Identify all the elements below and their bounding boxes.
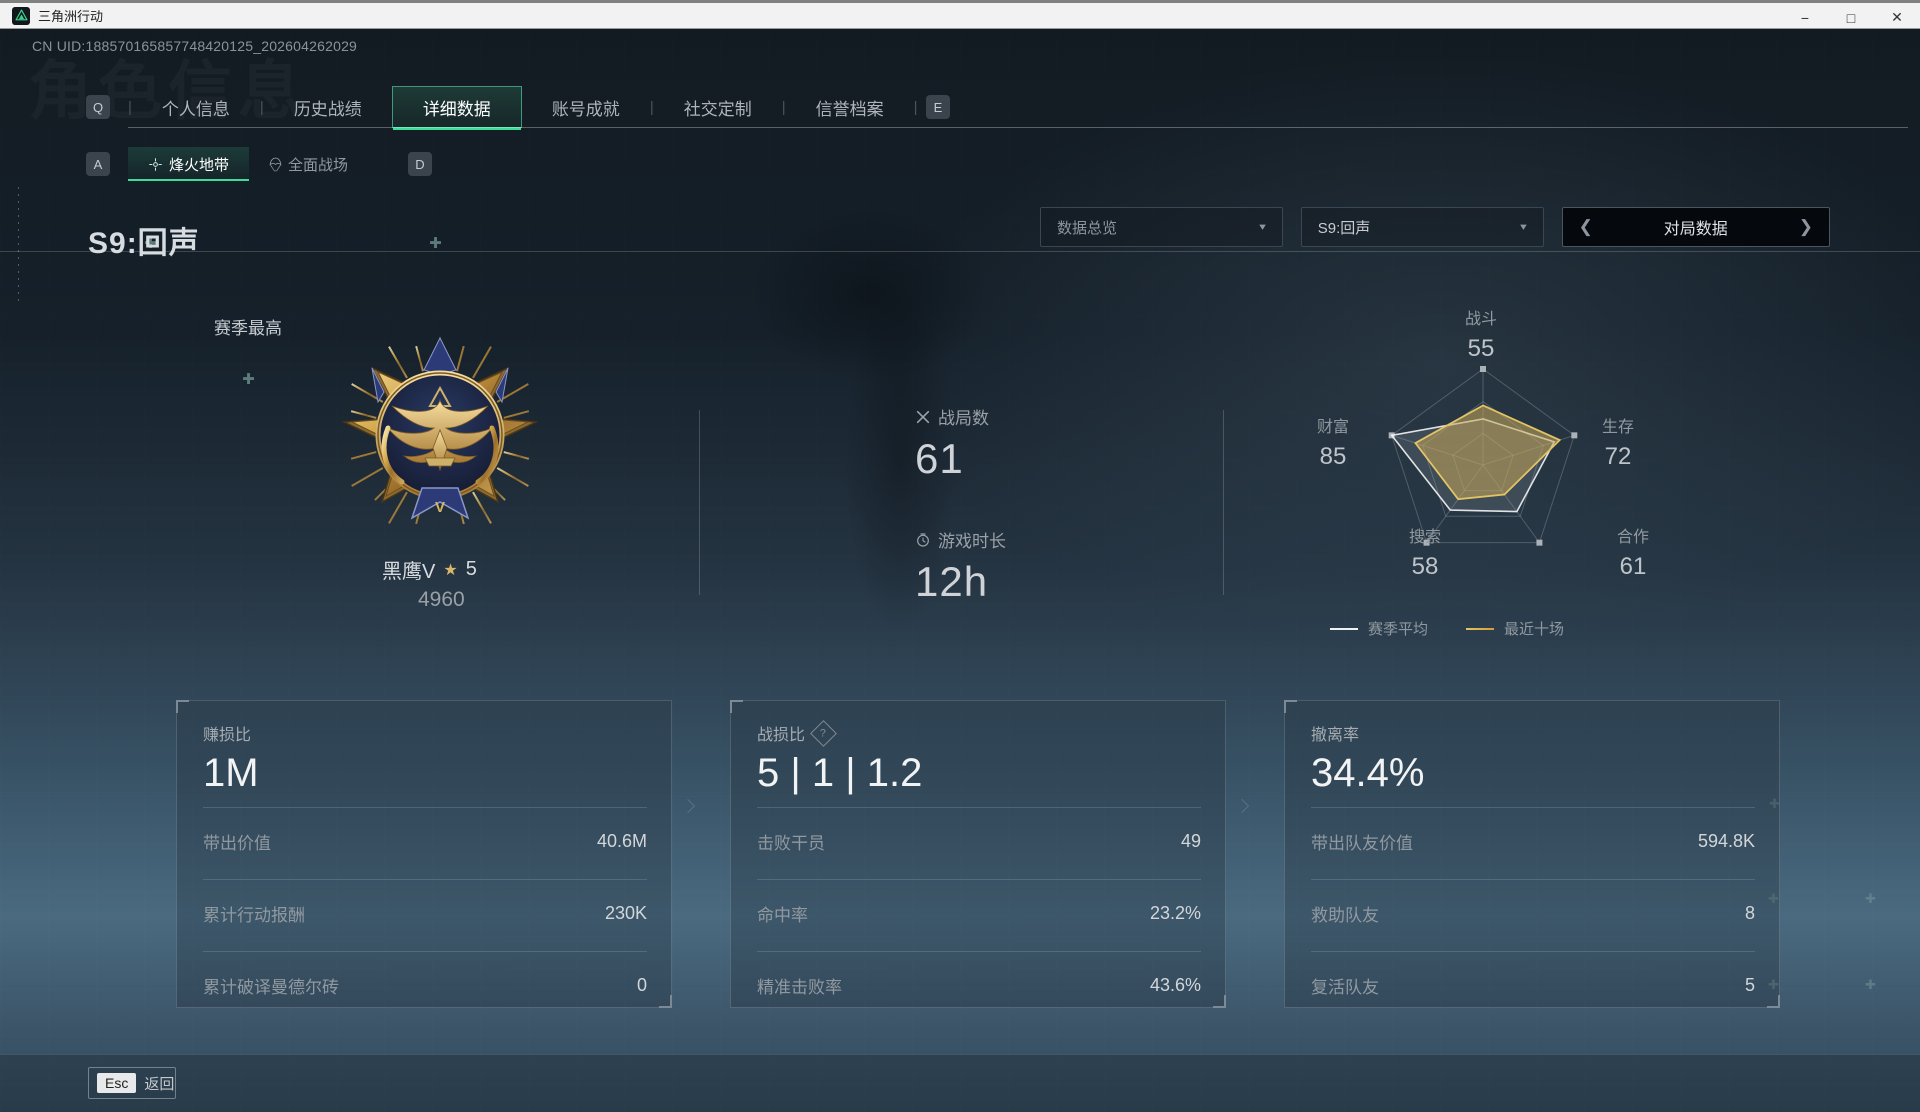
svg-text:V: V [435, 499, 445, 516]
